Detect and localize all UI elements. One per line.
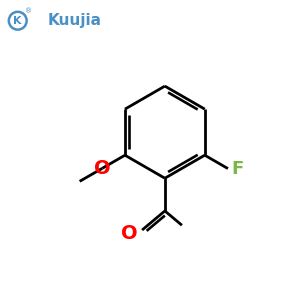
Text: Kuujia: Kuujia [48, 13, 102, 28]
Text: K: K [14, 16, 22, 26]
Text: O: O [94, 159, 111, 178]
Text: ®: ® [25, 8, 32, 14]
Text: F: F [232, 160, 244, 178]
Text: O: O [121, 224, 138, 242]
